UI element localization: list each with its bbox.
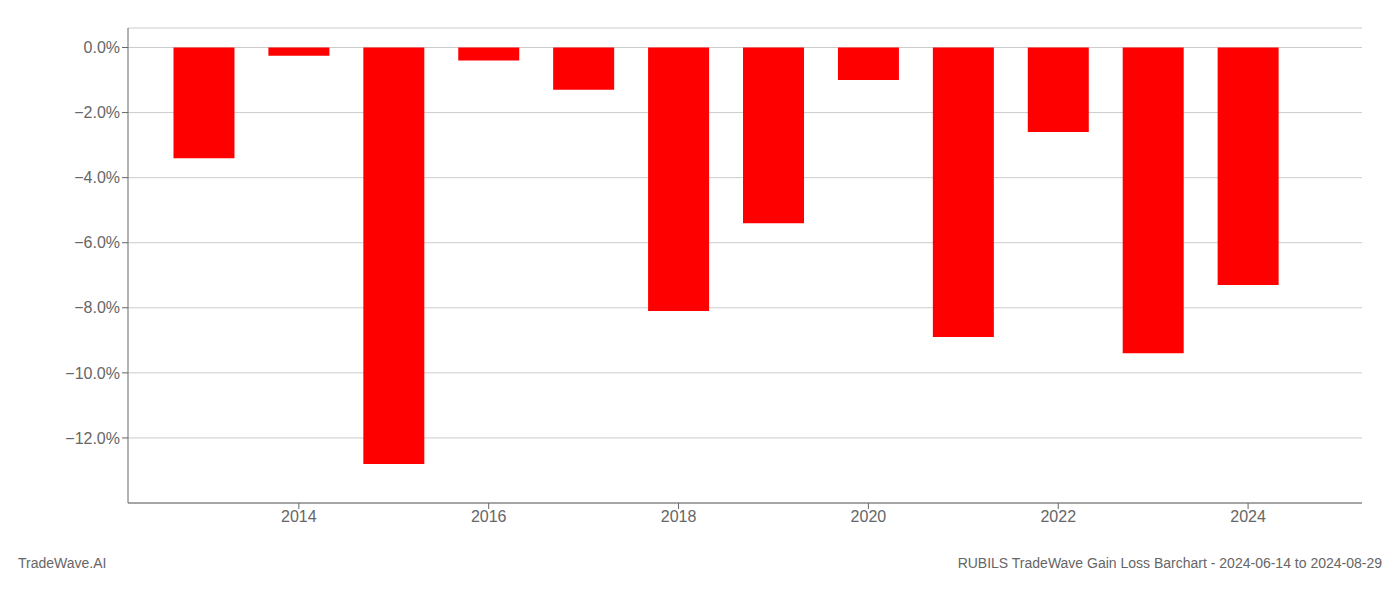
svg-text:−10.0%: −10.0% — [65, 365, 120, 382]
svg-text:−12.0%: −12.0% — [65, 430, 120, 447]
html-text:TradeWave.AI: TradeWave.AI — [18, 555, 107, 571]
svg-text:2016: 2016 — [471, 508, 507, 525]
svg-text:−4.0%: −4.0% — [74, 169, 120, 186]
html-text:RUBILS TradeWave Gain Loss Bar: RUBILS TradeWave Gain Loss Barchart - 20… — [957, 555, 1382, 571]
svg-text:−6.0%: −6.0% — [74, 234, 120, 251]
svg-text:−8.0%: −8.0% — [74, 299, 120, 316]
svg-text:0.0%: 0.0% — [84, 39, 120, 56]
svg-text:2024: 2024 — [1230, 508, 1266, 525]
svg-text:2018: 2018 — [661, 508, 697, 525]
svg-text:−2.0%: −2.0% — [74, 104, 120, 121]
svg-text:2020: 2020 — [851, 508, 887, 525]
svg-text:2022: 2022 — [1040, 508, 1076, 525]
svg-text:2014: 2014 — [281, 508, 317, 525]
